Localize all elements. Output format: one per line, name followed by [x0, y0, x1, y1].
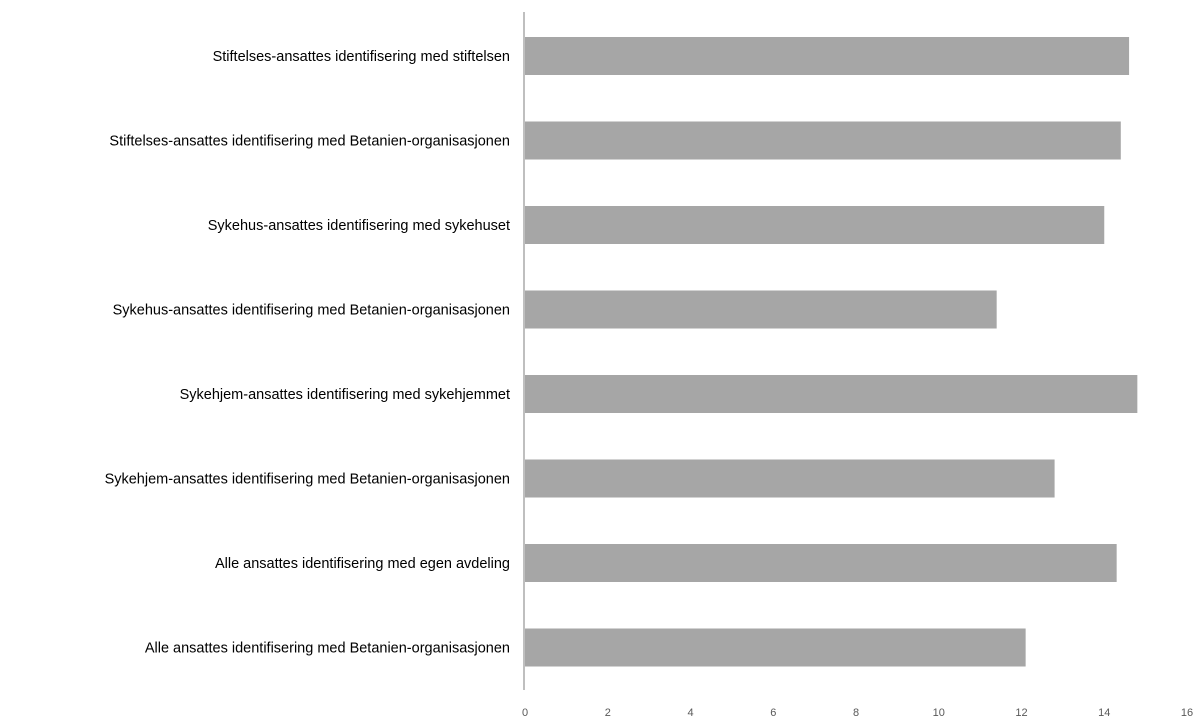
x-tick-label: 2	[605, 707, 611, 719]
category-label: Stiftelses-ansattes identifisering med s…	[213, 49, 510, 65]
bar	[525, 628, 1026, 667]
category-label: Alle ansattes identifisering med egen av…	[215, 556, 510, 572]
bar	[525, 121, 1121, 160]
bar	[525, 37, 1130, 75]
bar	[525, 544, 1117, 582]
category-label: Sykehjem-ansattes identifisering med syk…	[180, 387, 510, 403]
category-label: Sykehjem-ansattes identifisering med Bet…	[105, 472, 510, 488]
x-tick-label: 4	[687, 707, 693, 719]
bar	[525, 459, 1055, 498]
x-tick-labels-layer: 0 2 4 6 8 10 12 14 16	[522, 707, 1193, 719]
x-tick-label: 6	[770, 707, 776, 719]
category-label: Stiftelses-ansattes identifisering med B…	[109, 134, 510, 150]
category-label: Sykehus-ansattes identifisering med Beta…	[113, 303, 510, 319]
x-tick-label: 10	[933, 707, 945, 719]
bar	[525, 375, 1138, 413]
category-label: Alle ansattes identifisering med Betanie…	[145, 641, 510, 657]
bars-layer	[525, 37, 1138, 667]
bar	[525, 290, 997, 329]
x-tick-label: 12	[1015, 707, 1027, 719]
x-tick-label: 8	[853, 707, 859, 719]
category-labels-layer: Stiftelses-ansattes identifisering med s…	[105, 49, 510, 657]
x-tick-label: 0	[522, 707, 528, 719]
x-tick-label: 14	[1098, 707, 1110, 719]
category-label: Sykehus-ansattes identifisering med syke…	[208, 218, 510, 234]
x-tick-label: 16	[1181, 707, 1193, 719]
bar	[525, 206, 1105, 244]
